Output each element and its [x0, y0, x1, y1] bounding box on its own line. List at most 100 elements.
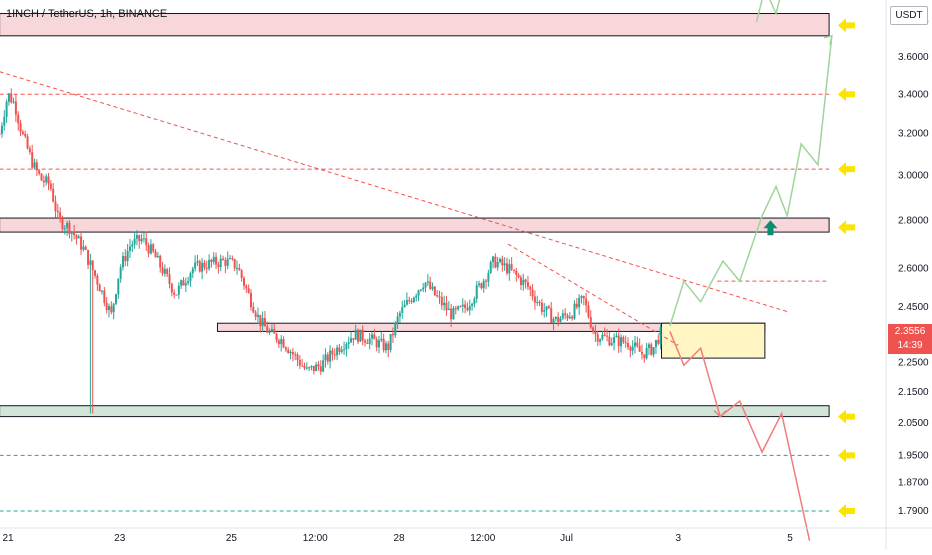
- candle-body: [645, 347, 648, 359]
- candle-body: [229, 258, 232, 260]
- candle-body: [0, 125, 3, 134]
- candle-body: [480, 283, 483, 289]
- candle-body: [0, 133, 1, 135]
- candle-body: [568, 316, 571, 319]
- candle-body: [613, 337, 616, 343]
- candle-body: [415, 295, 418, 298]
- candle-body: [652, 347, 655, 355]
- candle-body: [561, 313, 564, 319]
- candle-body: [517, 275, 520, 278]
- target-arrow-icon: [838, 448, 855, 463]
- candle-body: [601, 334, 604, 340]
- candle-body: [640, 351, 643, 355]
- candle-body: [52, 188, 55, 202]
- price-tick-label: 2.2500: [898, 357, 929, 368]
- projection-down-arrowhead: [713, 410, 727, 418]
- candle-body: [440, 297, 443, 306]
- candle-body: [177, 285, 180, 295]
- candle-body: [12, 101, 15, 103]
- candle-body: [287, 349, 290, 353]
- candle-body: [499, 258, 502, 263]
- candle-body: [42, 180, 45, 183]
- candle-body: [631, 346, 634, 351]
- candle-body: [580, 296, 583, 298]
- candle-body: [217, 264, 220, 268]
- candle-body: [154, 251, 157, 258]
- candle-body: [338, 347, 341, 352]
- candle-body: [75, 235, 78, 239]
- price-tick-label: 1.8700: [898, 478, 929, 489]
- candle-body: [433, 286, 436, 296]
- candle-body: [526, 282, 529, 287]
- candle-body: [589, 316, 592, 328]
- candle-body: [627, 343, 630, 348]
- candle-body: [101, 290, 104, 292]
- price-tick-label: 2.4500: [898, 302, 929, 313]
- candle-body: [633, 342, 636, 347]
- candle-body: [377, 340, 380, 348]
- candle-body: [380, 338, 383, 341]
- candle-body: [80, 236, 83, 250]
- candle-body: [461, 304, 464, 307]
- candle-body: [219, 258, 222, 268]
- candle-body: [268, 331, 271, 333]
- candle-body: [515, 270, 518, 276]
- candle-body: [559, 318, 562, 322]
- price-tick-label: 2.8000: [898, 215, 929, 226]
- candle-body: [585, 298, 588, 306]
- target-arrow-icon: [838, 504, 855, 518]
- price-tick-label: 1.9500: [898, 450, 929, 461]
- candle-body: [45, 176, 48, 183]
- candle-body: [403, 304, 406, 308]
- candles-layer: [0, 88, 662, 414]
- candle-body: [587, 305, 590, 317]
- candle-body: [49, 183, 52, 189]
- candle-body: [398, 312, 401, 317]
- candle-body: [152, 244, 155, 252]
- candle-body: [391, 333, 394, 336]
- candle-body: [163, 269, 166, 274]
- axis-unit-button[interactable]: USDT: [890, 6, 928, 25]
- candle-body: [108, 306, 111, 311]
- candle-body: [578, 297, 581, 308]
- candle-body: [194, 262, 197, 269]
- candle-body: [487, 272, 490, 282]
- candle-body: [533, 296, 536, 303]
- candle-body: [294, 354, 297, 356]
- time-tick-label: Jul: [560, 533, 573, 544]
- candle-body: [522, 279, 525, 285]
- trendline-0: [0, 71, 791, 313]
- candle-body: [54, 201, 57, 212]
- target-arrow-icon: [838, 162, 855, 177]
- candle-body: [156, 255, 159, 258]
- candle-body: [419, 289, 422, 291]
- candle-body: [273, 329, 276, 334]
- candle-body: [35, 162, 38, 171]
- candle-body: [180, 280, 183, 286]
- candle-body: [308, 367, 311, 369]
- candle-body: [384, 343, 387, 351]
- candle-body: [354, 329, 357, 340]
- candle-body: [447, 308, 450, 311]
- candle-body: [114, 294, 117, 304]
- candle-body: [566, 315, 569, 319]
- candle-body: [624, 342, 627, 344]
- time-tick-label: 25: [226, 533, 238, 544]
- candle-body: [66, 222, 69, 229]
- candle-body: [284, 347, 287, 350]
- candle-body: [359, 329, 362, 342]
- zones-layer: [0, 13, 830, 418]
- candle-body: [508, 264, 511, 274]
- candle-body: [191, 268, 194, 274]
- candle-body: [340, 349, 343, 352]
- candle-body: [240, 270, 243, 279]
- candle-body: [161, 267, 164, 274]
- candle-body: [366, 342, 369, 344]
- candle-body: [659, 327, 662, 344]
- candle-body: [536, 302, 539, 304]
- candle-body: [128, 246, 131, 252]
- candle-body: [412, 297, 415, 302]
- candle-body: [184, 283, 187, 286]
